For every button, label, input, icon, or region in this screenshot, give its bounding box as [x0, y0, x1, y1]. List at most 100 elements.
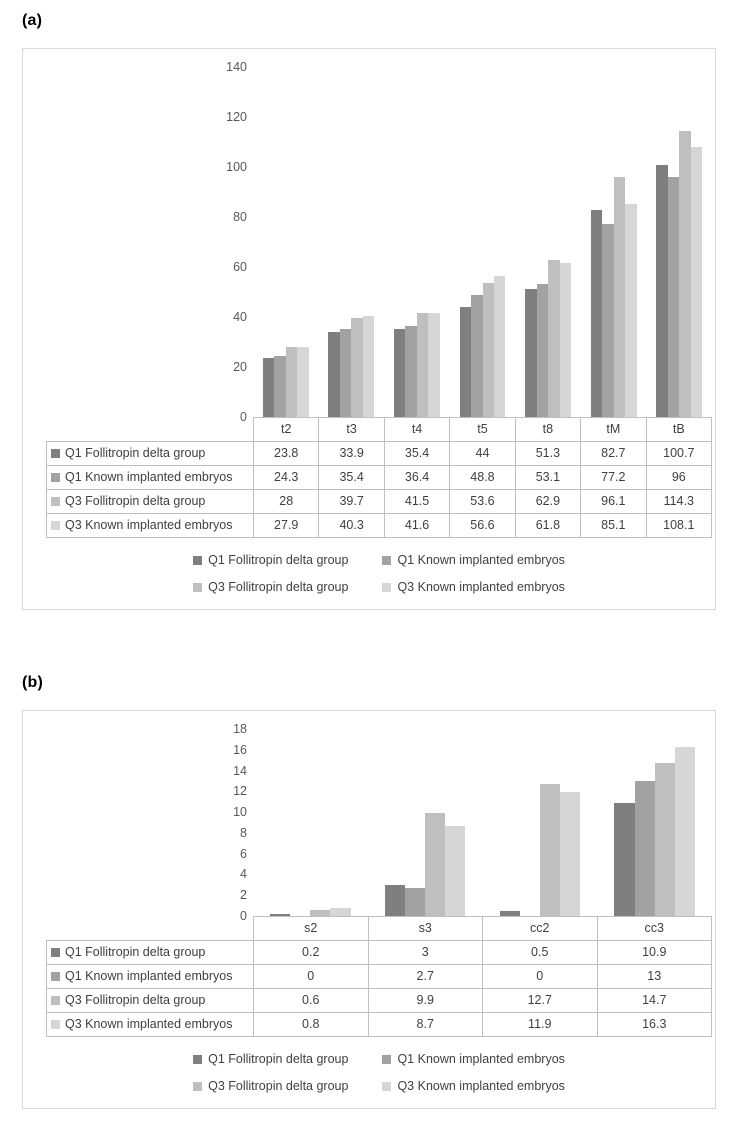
y-axis-tick-label: 0: [240, 410, 247, 424]
value-cell: 33.9: [318, 441, 385, 466]
bar-series-2-t5: [471, 295, 483, 417]
column-header-t8: t8: [514, 417, 582, 442]
bar-series-4-tM: [625, 204, 637, 417]
column-header-tM: tM: [580, 417, 647, 442]
bar-group-cc2: [483, 729, 598, 916]
value-cell: 41.6: [383, 513, 451, 538]
y-axis-tick-label: 0: [240, 909, 247, 923]
value-cell: 53.1: [514, 465, 582, 490]
data-table: s2 s3 cc2 cc3 Q1 Follitropin delta group 0.2 3…: [46, 916, 712, 1037]
legend-item: Q1 Known implanted embryos: [382, 553, 565, 567]
legend-label: Q3 Known implanted embryos: [397, 580, 565, 594]
series-name: Q1 Known implanted embryos: [65, 470, 233, 484]
value-cell: 2.7: [367, 964, 483, 989]
legend: Q1 Follitropin delta group Q1 Known impla…: [46, 553, 712, 594]
column-header-t5: t5: [449, 417, 516, 442]
y-axis-tick-label: 40: [233, 310, 247, 324]
legend-item: Q1 Known implanted embryos: [382, 1052, 565, 1066]
legend-marker-icon: [193, 1054, 203, 1064]
bar-series-1-tB: [656, 165, 668, 417]
value-cell: 14.7: [596, 988, 712, 1013]
value-cell: 11.9: [482, 1012, 598, 1037]
table-row: Q3 Follitropin delta group 28 39.7 41.5 53.6…: [46, 489, 713, 514]
value-cell: 96.1: [580, 489, 647, 514]
bar-series-4-cc3: [674, 746, 695, 916]
value-cell: 35.4: [383, 441, 451, 466]
series-name: Q3 Known implanted embryos: [65, 1017, 233, 1031]
plot-area: [253, 67, 712, 417]
legend-label: Q3 Follitropin delta group: [208, 580, 349, 594]
bar-series-1-s2: [270, 913, 291, 916]
bar-group-cc3: [597, 729, 712, 916]
legend-label: Q3 Follitropin delta group: [208, 1079, 349, 1093]
bar-series-4-t2: [297, 347, 309, 417]
value-cell: 61.8: [514, 513, 582, 538]
value-cell: 48.8: [449, 465, 516, 490]
bar-series-4-cc2: [559, 792, 581, 916]
value-cell: 16.3: [596, 1012, 712, 1037]
value-cell: 8.7: [367, 1012, 483, 1037]
bar-series-4-t5: [493, 275, 506, 417]
value-cell: 51.3: [514, 441, 582, 466]
series-row-label: Q1 Known implanted embryos: [46, 964, 254, 989]
series-row-label: Q1 Follitropin delta group: [46, 441, 254, 466]
value-cell: 39.7: [318, 489, 385, 514]
bar-group-t8: [515, 67, 581, 417]
series-name: Q1 Known implanted embryos: [65, 969, 233, 983]
bar-group-t2: [253, 67, 319, 417]
figure-panel-b: (b) 18 16 14 12 10 8 6 4 2 0 s2 s3 cc2 cc3 Q1 Follitro…: [22, 674, 716, 1109]
value-cell: 23.8: [252, 441, 320, 466]
bar-series-4-t4: [428, 313, 440, 417]
value-cell: 41.5: [383, 489, 451, 514]
legend-marker-icon: [382, 1081, 392, 1091]
bar-series-2-tM: [602, 224, 614, 417]
value-cell: 100.7: [645, 441, 713, 466]
y-axis-tick-label: 2: [240, 888, 247, 903]
y-axis-tick-label: 20: [233, 360, 247, 374]
column-header-t2: t2: [252, 417, 320, 442]
value-cell: 82.7: [580, 441, 647, 466]
bar-series-3-tB: [679, 131, 691, 417]
series-name: Q3 Known implanted embryos: [65, 518, 233, 532]
value-cell: 28: [252, 489, 320, 514]
table-corner-cell: [46, 916, 254, 941]
y-axis-tick-label: 4: [240, 867, 247, 882]
value-cell: 40.3: [318, 513, 385, 538]
bar-series-1-t8: [525, 288, 537, 417]
series-row-label: Q1 Known implanted embryos: [46, 465, 254, 490]
bar-series-2-tB: [667, 177, 680, 417]
value-cell: 0.2: [253, 940, 369, 965]
legend-marker-icon: [193, 1081, 203, 1091]
bar-series-3-t5: [482, 283, 494, 417]
series-row-label: Q1 Follitropin delta group: [46, 940, 254, 965]
column-header-s3: s3: [367, 916, 483, 941]
column-header-t3: t3: [318, 417, 385, 442]
value-cell: 0.6: [253, 988, 369, 1013]
bar-series-4-t8: [559, 262, 572, 417]
series-marker-icon: [51, 496, 60, 506]
value-cell: 27.9: [252, 513, 320, 538]
panel-label-b: (b): [22, 674, 44, 691]
bar-series-2-s3: [405, 887, 426, 916]
bar-group-t5: [450, 67, 516, 417]
legend-label: Q1 Follitropin delta group: [208, 1052, 349, 1066]
value-cell: 24.3: [252, 465, 320, 490]
bar-series-1-t3: [328, 332, 340, 417]
bar-group-tM: [581, 67, 647, 417]
value-cell: 0: [253, 964, 369, 989]
bar-series-1-cc3: [614, 802, 635, 916]
value-cell: 0: [482, 964, 598, 989]
series-marker-icon: [51, 995, 60, 1005]
bar-series-1-tM: [590, 210, 603, 417]
value-cell: 96: [645, 465, 713, 490]
figure-panel-a: (a) 140 120 100 80 60 40 20 0 t2 t3 t4 t5 t8 tM tB Q1 F…: [22, 12, 716, 610]
panel-label-a: (a): [22, 12, 43, 29]
series-name: Q3 Follitropin delta group: [65, 993, 206, 1007]
bar-series-1-cc2: [499, 910, 520, 916]
y-axis: 18 16 14 12 10 8 6 4 2 0: [46, 722, 253, 923]
y-axis-tick-label: 140: [226, 60, 247, 74]
legend-marker-icon: [382, 555, 392, 565]
bar-series-3-t3: [351, 317, 363, 417]
series-row-label: Q3 Follitropin delta group: [46, 489, 254, 514]
y-axis: 140 120 100 80 60 40 20 0: [46, 60, 253, 424]
